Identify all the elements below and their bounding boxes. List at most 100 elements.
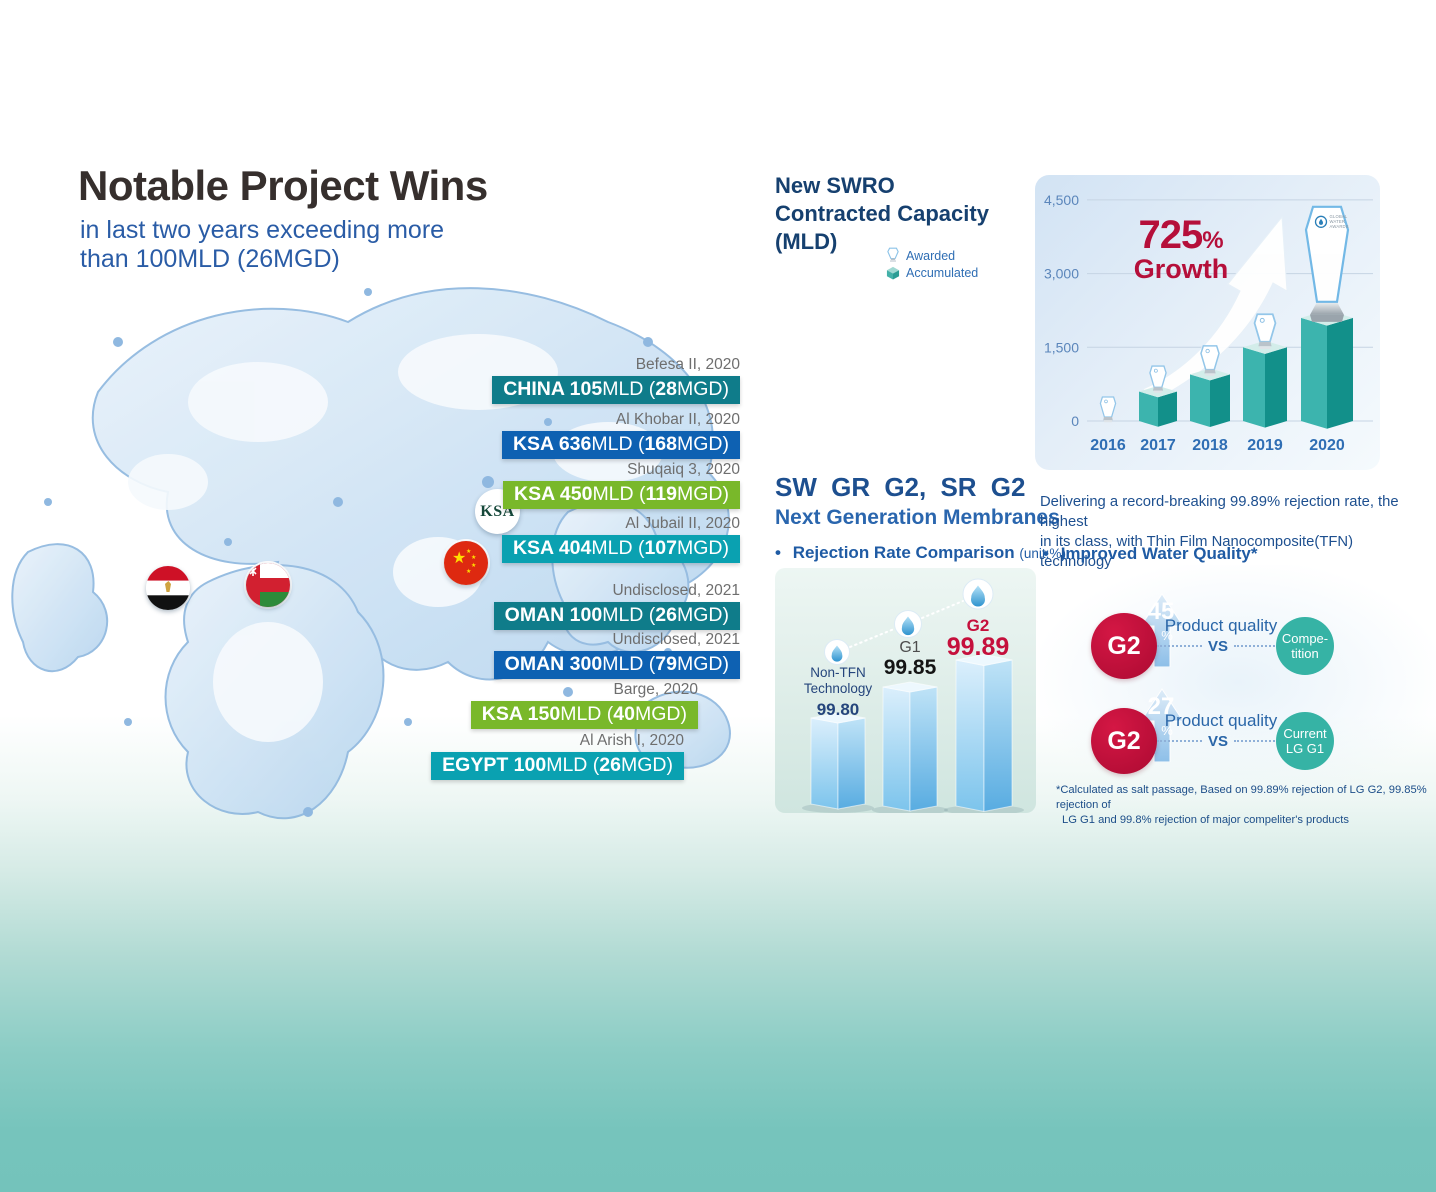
competition-circle-line1: Compe- — [1281, 631, 1329, 646]
g2-label: G2 — [966, 616, 990, 635]
china-flag-marker: ★ ★ ★ ★ ★ — [444, 541, 488, 585]
project-bar-plain: MLD ( — [591, 433, 645, 455]
project-bar: KSA 404MLD (107MGD) — [501, 535, 740, 563]
current-lg-g1-line2: LG G1 — [1285, 741, 1325, 756]
improvement-percent-value: 27 — [1148, 693, 1175, 720]
project-bar-plain: MLD ( — [602, 653, 656, 675]
project-date: Al Jubail II, 2020 — [625, 515, 740, 532]
trophy-icon — [884, 247, 902, 264]
improved-quality-bullet-label: Improved Water Quality* — [1060, 544, 1258, 563]
vs-connector: VS — [1157, 732, 1280, 750]
svg-text:★: ★ — [466, 548, 471, 555]
award-text: WATER — [1330, 219, 1346, 224]
footnote-line2: LG G1 and 99.8% rejection of major compe… — [1062, 814, 1349, 826]
capacity-heading-line3: (MLD) — [775, 229, 838, 254]
capacity-heading: New SWRO Contracted Capacity (MLD) — [775, 172, 989, 256]
non-tfn-value: 99.80 — [816, 700, 860, 719]
capacity-heading-line1: New SWRO — [775, 173, 895, 198]
quality-footnote: *Calculated as salt passage, Based on 99… — [1056, 783, 1436, 828]
page-title: Notable Project Wins — [78, 162, 488, 209]
project-bar-plain: MGD) — [621, 754, 673, 776]
capacity-heading-line2: Contracted Capacity — [775, 201, 989, 226]
project-entry-ksa-636: Al Khobar II, 2020 KSA 636MLD (168MGD) — [501, 411, 740, 459]
improvement-percent-sign: % — [1161, 628, 1173, 643]
project-bar-strong: KSA 150 — [481, 703, 561, 725]
rejection-rate-bullet-label: Rejection Rate Comparison — [792, 543, 1015, 562]
project-bar-strong: 107 — [644, 537, 677, 559]
project-bar-plain: MLD ( — [546, 754, 600, 776]
project-bar-strong: CHINA 105 — [503, 378, 603, 400]
project-date: Undisclosed, 2021 — [612, 631, 740, 648]
subtitle-line2: than 100MLD (26MGD) — [80, 245, 340, 273]
subtitle-line1: in last two years exceeding more — [80, 216, 445, 244]
project-bar: EGYPT 100MLD (26MGD) — [431, 752, 684, 780]
capacity-bar-2018 — [1190, 345, 1230, 427]
legend-awarded-row: Awarded — [884, 247, 978, 264]
product-quality-label: Product quality — [1164, 711, 1278, 730]
project-bar-strong: 79 — [655, 653, 677, 675]
g1-label: G1 — [899, 639, 921, 656]
project-date: Undisclosed, 2021 — [612, 582, 740, 599]
project-bar: CHINA 105MLD (28MGD) — [492, 376, 740, 404]
dotted-line — [1234, 645, 1280, 647]
year-label: 2017 — [1140, 437, 1176, 454]
g1-value: 99.85 — [883, 656, 937, 679]
project-bar-strong: KSA 404 — [512, 537, 592, 559]
project-bar-plain: MGD) — [677, 433, 729, 455]
dotted-line — [1157, 740, 1202, 742]
improved-quality-bullet: Improved Water Quality* — [1043, 544, 1258, 564]
trophy-icon — [1099, 396, 1117, 423]
year-label: 2020 — [1309, 437, 1345, 454]
current-lg-g1-circle: Current LG G1 — [1276, 712, 1334, 770]
improvement-arrow-icon: 27 % — [1140, 688, 1184, 762]
project-bar-strong: KSA 450 — [514, 483, 593, 505]
g2-value: 99.89 — [946, 633, 1010, 661]
year-label: 2018 — [1192, 437, 1228, 454]
quality-section-background — [1040, 565, 1436, 800]
project-date: Al Arish I, 2020 — [579, 732, 684, 749]
growth-value: 725 — [1138, 213, 1203, 257]
project-bar-plain: MGD) — [635, 703, 687, 725]
competition-circle-line2: tition — [1291, 646, 1319, 661]
project-bar-strong: EGYPT 100 — [442, 754, 547, 776]
g2-circle: G2 — [1091, 708, 1157, 774]
project-bar-strong: OMAN 100 — [504, 604, 603, 626]
improvement-percent-sign: % — [1161, 723, 1173, 738]
project-bar-strong: 26 — [599, 754, 621, 776]
y-tick-label: 3,000 — [1044, 266, 1079, 282]
growth-percent-sign: % — [1202, 227, 1224, 254]
project-bar-plain: MLD ( — [602, 604, 656, 626]
year-label: 2019 — [1247, 437, 1283, 454]
water-drop-icons — [824, 578, 994, 665]
description-line1: Delivering a record-breaking 99.89% reje… — [1040, 494, 1399, 530]
capacity-bar-2019 — [1243, 313, 1287, 428]
project-bar-strong: 119 — [645, 483, 677, 505]
project-entry-china: Befesa II, 2020 CHINA 105MLD (28MGD) — [492, 356, 740, 404]
capacity-chart: 4,500 3,000 1,500 0 2016 2017 2018 2019 GLOBALWA… — [1044, 192, 1373, 454]
project-bar-plain: MLD ( — [602, 378, 656, 400]
growth-annotation: 725% Growth — [1111, 213, 1251, 285]
project-entry-oman-100: Undisclosed, 2021 OMAN 100MLD (26MGD) — [493, 582, 740, 630]
project-bar: KSA 636MLD (168MGD) — [501, 431, 740, 459]
project-date: Shuqaiq 3, 2020 — [627, 461, 740, 478]
project-bar-plain: MGD) — [677, 483, 729, 505]
membranes-subheading: Next Generation Membranes — [775, 506, 1060, 529]
g2-circle-label: G2 — [1107, 631, 1141, 660]
improvement-arrow-icon: 45 % — [1140, 593, 1184, 667]
award-text: AWARDS — [1330, 224, 1349, 229]
project-bar-plain: MGD) — [677, 653, 729, 675]
capacity-chart-panel: 4,500 3,000 1,500 0 2016 2017 2018 2019 GLOBAL WA… — [1035, 175, 1380, 470]
legend-accumulated-row: Accumulated — [884, 264, 978, 281]
project-entry-oman-300: Undisclosed, 2021 OMAN 300MLD (79MGD) — [493, 631, 740, 679]
g2-circle: G2 — [1091, 613, 1157, 679]
project-date: Barge, 2020 — [613, 681, 698, 698]
project-bar-plain: MLD ( — [592, 483, 646, 505]
project-bar-plain: MGD) — [677, 537, 729, 559]
project-bar-strong: 168 — [644, 433, 677, 455]
svg-text:★: ★ — [466, 568, 471, 575]
project-bar-strong: 26 — [655, 604, 677, 626]
svg-text:★: ★ — [471, 562, 476, 569]
project-bar-plain: MLD ( — [591, 537, 645, 559]
